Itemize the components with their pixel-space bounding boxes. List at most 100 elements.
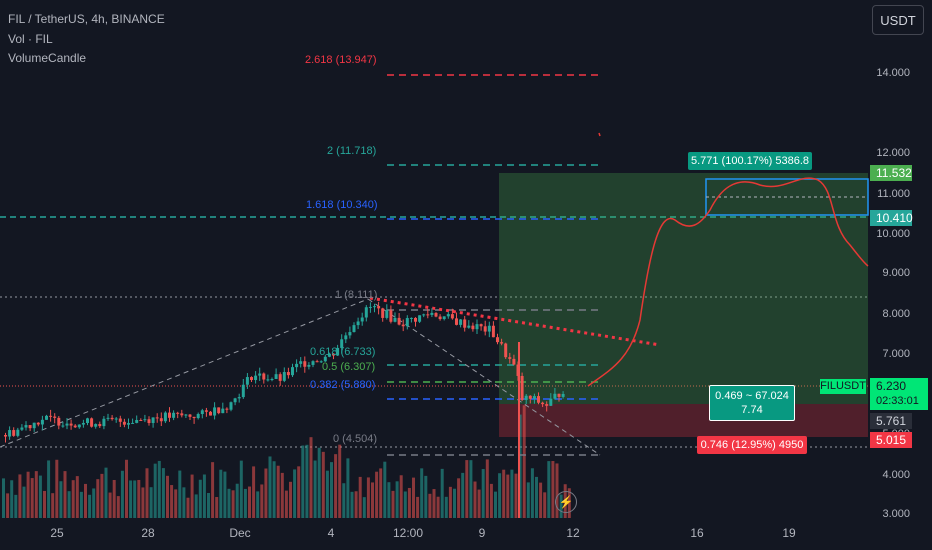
rr-range: 0.469 ~ 67.024 (715, 390, 789, 402)
lightning-icon[interactable]: ⚡ (555, 491, 577, 513)
candle-body (266, 379, 270, 381)
candle (143, 414, 147, 423)
volume-bar (465, 460, 469, 518)
volume-bar (170, 485, 174, 518)
candle (336, 344, 340, 356)
candle-body (49, 415, 53, 417)
candle (16, 427, 20, 438)
volumecandle-indicator-label[interactable]: VolumeCandle (8, 51, 87, 65)
candle (291, 363, 294, 377)
candle-body (286, 372, 290, 376)
volume-bar (256, 491, 260, 518)
candle (241, 379, 245, 399)
fib-label-1: 1 (8.111) (335, 289, 378, 301)
candle-body (65, 423, 69, 426)
candle (90, 417, 94, 428)
candle (4, 432, 7, 443)
volume-bar (338, 444, 342, 518)
candle-body (368, 306, 372, 308)
candle-body (213, 407, 217, 416)
candle (282, 367, 286, 383)
candle-body (303, 361, 307, 367)
volume-bar (412, 477, 415, 518)
price-axis[interactable]: 14.000 12.000 11.000 10.000 9.000 8.000 … (868, 0, 932, 550)
candle-body (496, 337, 499, 343)
candle (295, 359, 299, 373)
volume-bar (186, 497, 190, 518)
candle-body (245, 377, 249, 385)
volume-bar (284, 490, 288, 518)
candle-body (192, 416, 196, 419)
candle (32, 422, 36, 432)
candle-body (143, 419, 147, 421)
candle (180, 409, 184, 418)
candle (172, 410, 176, 421)
candle (528, 395, 532, 404)
candle-body (549, 398, 553, 406)
volume-bar (133, 480, 137, 518)
volume-bar (305, 444, 309, 518)
volume-bar (440, 468, 444, 518)
volume-bar (489, 483, 493, 518)
time-label: 12 (566, 526, 580, 540)
volume-indicator-label[interactable]: Vol · FIL (8, 32, 53, 46)
price-tick: 8.000 (882, 308, 910, 320)
volume-bar (391, 490, 395, 518)
candle-body (204, 410, 208, 412)
volume-bar (350, 491, 354, 518)
candle-body (53, 416, 57, 418)
time-label: 25 (50, 526, 64, 540)
candle-body (381, 308, 385, 318)
volume-bar (79, 491, 83, 518)
candle (426, 308, 430, 319)
candle-body (131, 422, 135, 424)
volume-bar (252, 466, 256, 518)
candle (315, 359, 319, 363)
volume-bar (551, 461, 555, 518)
risk-reward-label[interactable]: 0.469 ~ 67.024 7.74 (709, 385, 795, 421)
currency-button[interactable]: USDT (872, 5, 924, 35)
volume-bar (223, 471, 227, 518)
candle (196, 412, 200, 420)
candle-body (225, 408, 229, 410)
candle-body (12, 430, 16, 436)
candle (159, 412, 163, 427)
time-label: 12:00 (392, 526, 424, 540)
price-tick: 14.000 (876, 67, 910, 79)
volume-bar (219, 469, 223, 518)
candle-body (532, 396, 536, 399)
candle-body (4, 435, 7, 437)
candle (438, 314, 442, 321)
candle (319, 360, 323, 364)
candle-body (323, 356, 327, 362)
candle (504, 342, 508, 359)
volume-bar (182, 487, 186, 518)
volume-bar (59, 481, 63, 518)
candle (135, 415, 139, 424)
volume-bar (145, 468, 149, 518)
candle-body (504, 343, 508, 358)
time-label: Dec (229, 526, 251, 540)
candle (389, 305, 393, 324)
volume-bar (354, 491, 358, 518)
candle-body (319, 361, 323, 363)
candle-body (344, 335, 348, 340)
candle (147, 416, 151, 426)
stop-price-badge: 5.015 (870, 432, 912, 448)
candle (229, 401, 233, 412)
volume-bar (75, 476, 79, 518)
candle-body (475, 324, 479, 330)
candle-body (397, 317, 401, 325)
candle (541, 401, 545, 408)
volume-bar (432, 489, 436, 518)
volume-bar (547, 461, 551, 518)
candle (36, 422, 40, 427)
candle (45, 414, 48, 420)
candle-body (172, 412, 176, 418)
volume-bar (157, 460, 161, 518)
last-price: 6.230 (876, 379, 907, 393)
candle (53, 413, 57, 424)
candle (221, 402, 225, 414)
candle (184, 414, 188, 419)
